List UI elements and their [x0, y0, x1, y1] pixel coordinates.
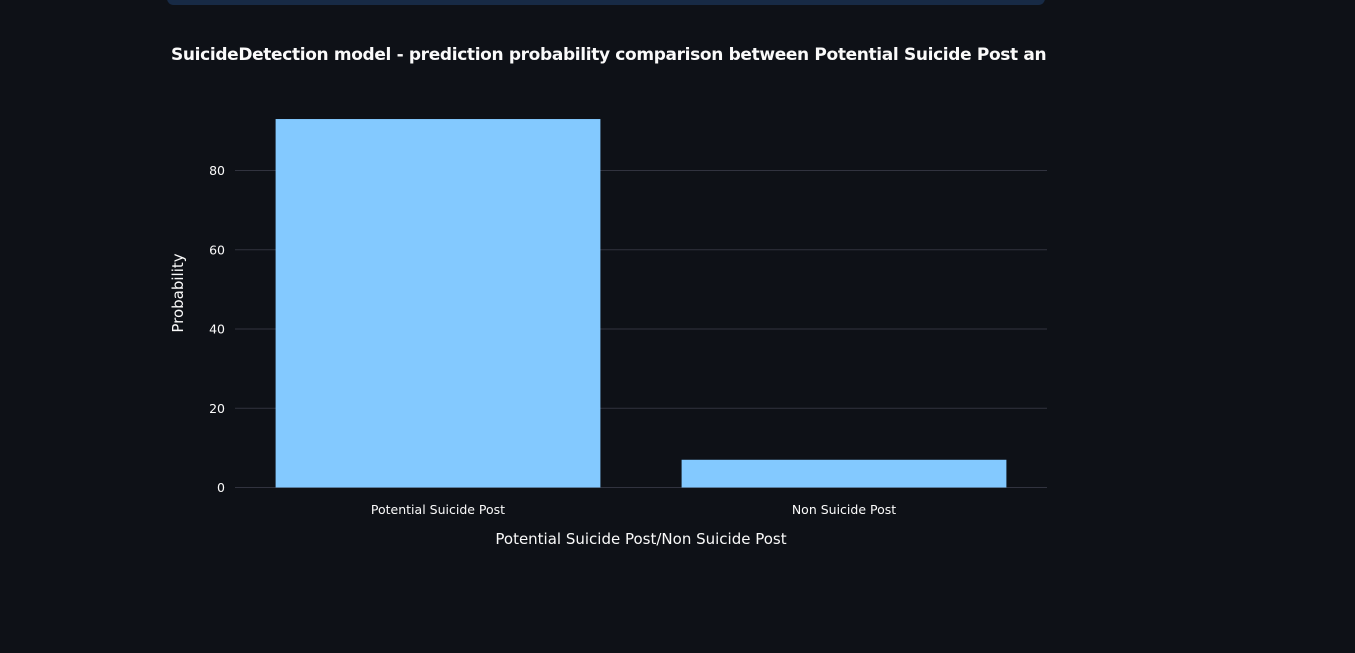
x-tick-label: Non Suicide Post [792, 502, 896, 517]
y-tick-label: 20 [209, 401, 225, 416]
top-strip [167, 0, 1045, 5]
chart-title: SuicideDetection model - prediction prob… [171, 45, 1046, 65]
bars [275, 119, 1007, 488]
chart-container: SuicideDetection model - prediction prob… [167, 30, 1047, 570]
bar[interactable] [275, 119, 601, 488]
y-tick-label: 80 [209, 163, 225, 178]
bar-chart: 0 20 40 60 80 Potential Suicide Post Non Suic… [169, 119, 1047, 548]
x-tick-label: Potential Suicide Post [371, 502, 505, 517]
x-axis-title: Potential Suicide Post/Non Suicide Post [495, 530, 786, 548]
y-tick-label: 0 [217, 480, 225, 495]
y-axis-ticks: 0 20 40 60 80 [209, 163, 225, 495]
y-tick-label: 40 [209, 322, 225, 337]
y-axis-title: Probability [169, 253, 187, 332]
y-tick-label: 60 [209, 242, 225, 257]
x-axis-ticks: Potential Suicide Post Non Suicide Post [371, 502, 896, 517]
bar[interactable] [681, 459, 1007, 488]
